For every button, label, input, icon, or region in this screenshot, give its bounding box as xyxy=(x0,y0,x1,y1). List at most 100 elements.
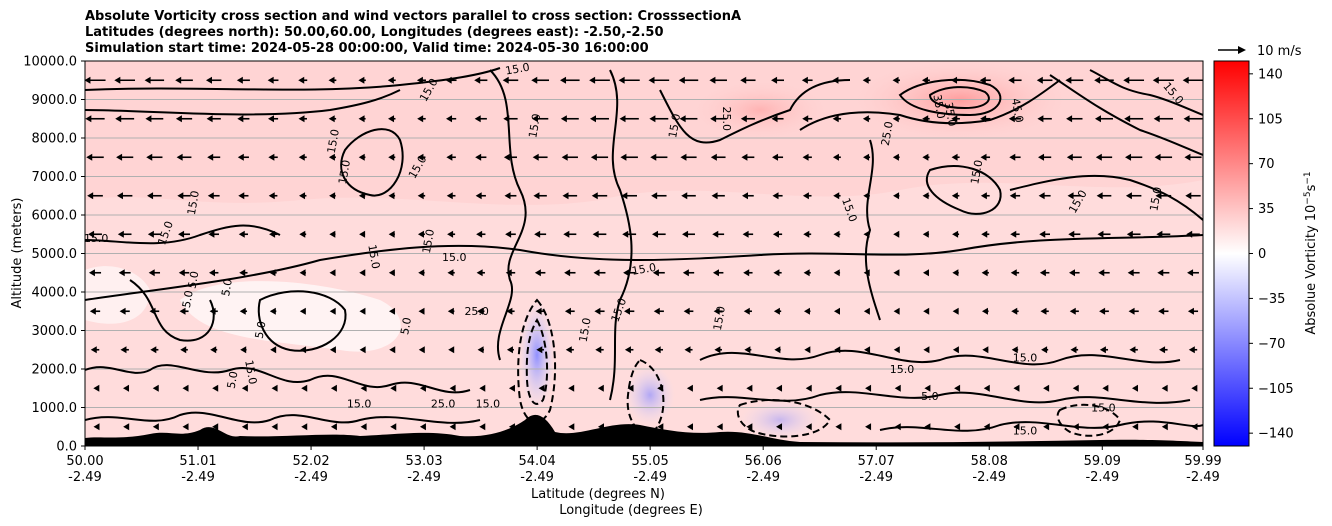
wind-vector xyxy=(653,307,664,315)
wind-vector xyxy=(1161,423,1168,431)
contour-label: 35.0 xyxy=(930,93,947,119)
neg-contour-5 xyxy=(1056,403,1122,437)
wind-vector xyxy=(117,230,132,238)
wind-vector xyxy=(359,307,366,315)
wind-vector xyxy=(1125,153,1143,161)
wind-vector xyxy=(627,384,634,392)
wind-vector xyxy=(389,307,396,315)
wind-vector xyxy=(1182,76,1203,84)
wind-vector xyxy=(743,307,752,315)
wind-vector xyxy=(863,269,870,277)
colorbar-label-exp: −5 xyxy=(1303,191,1313,204)
colorbar-label-s: s xyxy=(1304,184,1319,191)
wind-vector xyxy=(449,384,456,392)
contour-label: 5.0 xyxy=(219,278,235,297)
wind-vector xyxy=(1188,346,1198,354)
wind-vector xyxy=(619,115,639,123)
wind-vector xyxy=(922,115,930,123)
contour-label: 35.0 xyxy=(942,101,959,127)
wind-vector xyxy=(952,230,960,238)
wind-vector xyxy=(177,192,191,200)
wind-vector xyxy=(862,76,871,84)
wind-vector xyxy=(923,307,930,315)
wind-vector xyxy=(534,269,546,277)
wind-vector xyxy=(116,153,134,161)
wind-vector xyxy=(624,307,635,315)
wind-vector xyxy=(301,384,308,392)
wind-vector xyxy=(417,153,426,161)
y-tick-label: 4000.0 xyxy=(32,286,78,301)
wind-vector xyxy=(1187,269,1199,277)
wind-vector xyxy=(388,269,395,277)
wind-vector xyxy=(418,307,425,315)
wind-vector xyxy=(208,269,219,277)
wind-vector xyxy=(449,423,456,431)
wind-vector xyxy=(147,230,161,238)
wind-vector xyxy=(271,384,278,392)
wind-vector xyxy=(388,230,395,238)
wind-vector xyxy=(387,76,396,84)
contour-15-bottom xyxy=(85,411,481,424)
wind-vector xyxy=(624,346,634,354)
wind-vector xyxy=(237,153,249,161)
wind-vector xyxy=(329,269,336,277)
contour-label: 15.0 xyxy=(1091,401,1116,414)
wind-vector xyxy=(983,423,990,431)
colorbar-label-text: Absolue Vorticity 10 xyxy=(1304,205,1319,335)
wind-vector xyxy=(1010,230,1020,238)
wind-vector xyxy=(741,192,754,200)
wind-vector xyxy=(772,230,783,238)
wind-vector xyxy=(833,192,841,200)
wind-vector xyxy=(621,192,638,200)
wind-vector xyxy=(212,423,219,431)
wind-vector xyxy=(834,346,841,354)
wind-vector xyxy=(118,269,131,277)
wind-vector xyxy=(267,76,279,84)
wind-vector xyxy=(175,76,193,84)
wind-vector xyxy=(562,192,578,200)
x-axis-label-longitude: Longitude (degrees E) xyxy=(559,503,703,518)
wind-vector xyxy=(893,307,900,315)
contour-label: 15.0 xyxy=(504,61,530,78)
x-tick-lon: -2.49 xyxy=(633,470,667,485)
contour-15-left-loop xyxy=(340,128,404,197)
wind-vector xyxy=(589,76,610,84)
wind-vector xyxy=(595,346,604,354)
wind-vector xyxy=(418,346,425,354)
contour-label: 5.0 xyxy=(180,289,196,308)
wind-vector xyxy=(597,423,604,431)
wind-vector xyxy=(417,192,426,200)
wind-vector xyxy=(150,346,159,354)
wind-vector xyxy=(983,384,990,392)
wind-vector xyxy=(358,76,366,84)
x-tick-lat: 52.02 xyxy=(292,454,329,469)
wind-vector xyxy=(772,153,784,161)
colorbar-tick-label: 35 xyxy=(1258,202,1275,217)
colorbar-tick-label: −35 xyxy=(1258,292,1285,307)
wind-vector xyxy=(1096,192,1112,200)
wind-vector xyxy=(742,230,754,238)
wind-vector xyxy=(240,346,247,354)
wind-vector xyxy=(1125,192,1142,200)
wind-vector xyxy=(593,269,606,277)
y-axis-label: Altitude (meters) xyxy=(10,198,25,309)
wind-vector xyxy=(328,115,337,123)
contour-label: 5.0 xyxy=(225,370,241,389)
wind-vector xyxy=(802,115,813,123)
quiver-key-arrowhead xyxy=(1238,46,1246,54)
wind-vector xyxy=(652,269,665,277)
contour-label: 15.0 xyxy=(666,113,683,139)
wind-vector xyxy=(329,230,336,238)
contour-label: 15.0 xyxy=(442,251,467,264)
y-tick-label: 10000.0 xyxy=(23,55,77,70)
wind-vector xyxy=(416,76,426,84)
wind-vector xyxy=(594,307,605,315)
wind-vector xyxy=(865,423,872,431)
wind-vector xyxy=(1039,230,1050,238)
wind-vector xyxy=(892,153,900,161)
wind-vector xyxy=(1013,423,1020,431)
wind-vector xyxy=(299,192,307,200)
wind-vector xyxy=(123,384,130,392)
x-tick-lon: -2.49 xyxy=(1085,470,1119,485)
